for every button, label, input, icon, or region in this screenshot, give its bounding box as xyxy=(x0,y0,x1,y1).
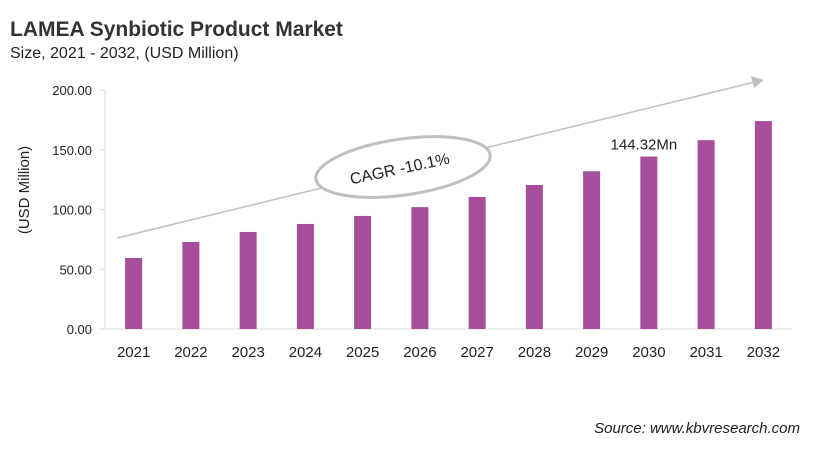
y-tick-label: 50.00 xyxy=(59,262,92,277)
y-tick-label: 200.00 xyxy=(52,83,92,98)
data-label: 144.32Mn xyxy=(611,137,678,154)
x-tick-label: 2026 xyxy=(403,344,436,361)
x-tick-label: 2022 xyxy=(174,344,207,361)
bar-2025 xyxy=(354,215,372,329)
chart-subtitle: Size, 2021 - 2032, (USD Million) xyxy=(10,45,239,62)
x-tick-label: 2029 xyxy=(575,344,608,361)
bar-2023 xyxy=(239,231,257,329)
bar-2022 xyxy=(182,242,200,329)
x-tick-label: 2024 xyxy=(289,344,322,361)
y-axis-label: (USD Million) xyxy=(16,146,33,234)
y-tick-label: 100.00 xyxy=(52,203,92,218)
bar-2028 xyxy=(525,185,543,329)
x-tick-label: 2027 xyxy=(460,344,493,361)
x-tick-label: 2028 xyxy=(518,344,551,361)
chart-title: LAMEA Synbiotic Product Market xyxy=(10,18,343,41)
x-tick-label: 2025 xyxy=(346,344,379,361)
source-note: Source: www.kbvresearch.com xyxy=(594,420,800,437)
bar-2027 xyxy=(468,196,486,329)
bar-2030 xyxy=(640,156,658,329)
bar-2032 xyxy=(754,121,772,329)
trend-arrow-head xyxy=(751,76,764,88)
bar-2026 xyxy=(411,207,429,329)
y-tick-label: 150.00 xyxy=(52,143,92,158)
x-tick-label: 2023 xyxy=(231,344,264,361)
x-tick-label: 2021 xyxy=(117,344,150,361)
x-tick-label: 2030 xyxy=(632,344,665,361)
bar-2031 xyxy=(697,140,715,329)
cagr-ellipse xyxy=(314,135,492,199)
bar-2029 xyxy=(583,171,601,329)
x-tick-label: 2032 xyxy=(747,344,780,361)
bar-2024 xyxy=(296,223,314,329)
y-tick-label: 0.00 xyxy=(67,322,92,337)
bar-2021 xyxy=(125,258,143,329)
x-tick-label: 2031 xyxy=(689,344,722,361)
